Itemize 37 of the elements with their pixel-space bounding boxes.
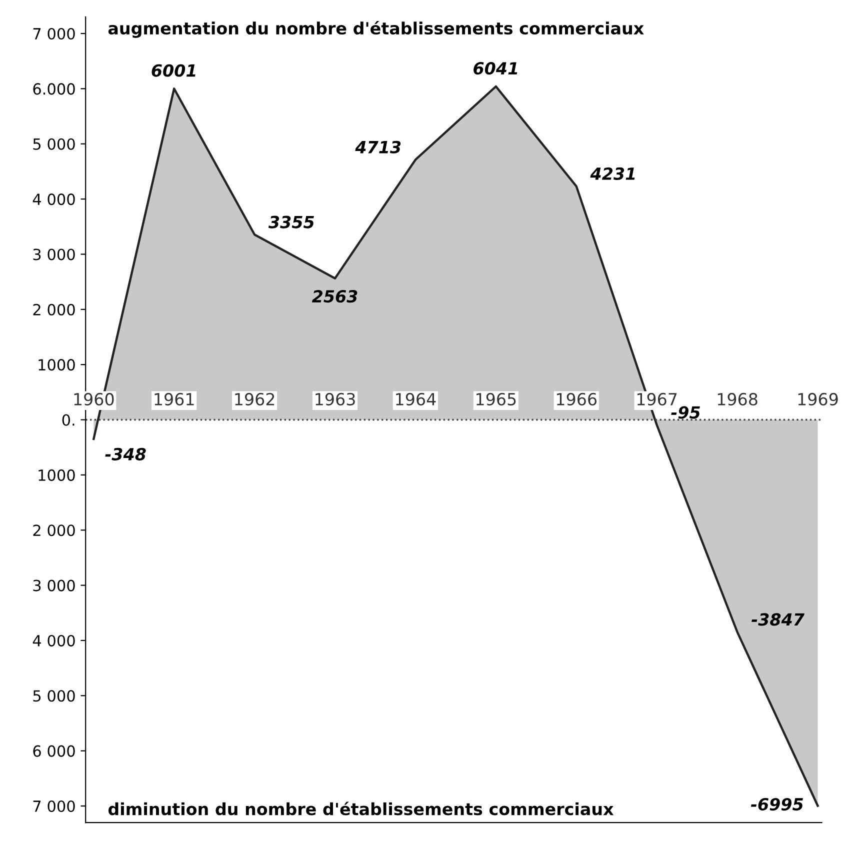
data-label: -95	[671, 406, 700, 419]
data-label: 4713	[355, 140, 401, 154]
y-tick-label: 3 000	[33, 580, 75, 592]
x-tick-label: 1961	[154, 392, 194, 406]
x-tick-label: 1969	[798, 392, 838, 406]
y-tick-label: 7 000	[33, 800, 75, 812]
data-label: -348	[105, 448, 146, 460]
data-label: 3355	[268, 216, 314, 228]
data-label: 6001	[152, 64, 196, 77]
y-tick-label: 4 000	[32, 634, 75, 646]
x-tick-label: 1963	[316, 392, 355, 406]
annotation: augmentation du nombre d'établissements commerciaux	[108, 20, 644, 38]
y-tick-label: 7 000	[33, 28, 75, 40]
y-tick-label: 2 000	[33, 524, 75, 536]
y-tick-label: 6.000	[33, 83, 75, 95]
x-tick-label: 1964	[396, 392, 436, 406]
x-tick-label: 1965	[476, 392, 516, 406]
x-tick-label: 1960	[74, 392, 114, 406]
x-tick-label: 1968	[718, 392, 758, 406]
x-tick-label: 1967	[637, 392, 677, 406]
y-tick-label: 5 000	[33, 690, 75, 702]
y-tick-label: 5 000	[33, 138, 75, 150]
y-tick-label: 0.	[62, 414, 74, 426]
annotation: diminution du nombre d'établissements commerciaux	[108, 802, 614, 816]
y-tick-label: 4 000	[32, 194, 75, 206]
data-label: -3847	[752, 613, 804, 626]
y-tick-label: 3 000	[33, 248, 75, 260]
y-tick-label: 6 000	[33, 745, 75, 757]
data-label: 6041	[474, 62, 518, 75]
x-tick-label: 1962	[235, 392, 274, 406]
data-label: 2563	[312, 290, 358, 303]
y-tick-label: 2 000	[33, 304, 75, 316]
x-tick-label: 1966	[556, 392, 597, 406]
data-label: 4231	[590, 167, 635, 180]
data-label: -6995	[750, 798, 803, 811]
y-tick-label: 1000	[38, 359, 75, 371]
y-tick-label: 1000	[38, 469, 75, 481]
